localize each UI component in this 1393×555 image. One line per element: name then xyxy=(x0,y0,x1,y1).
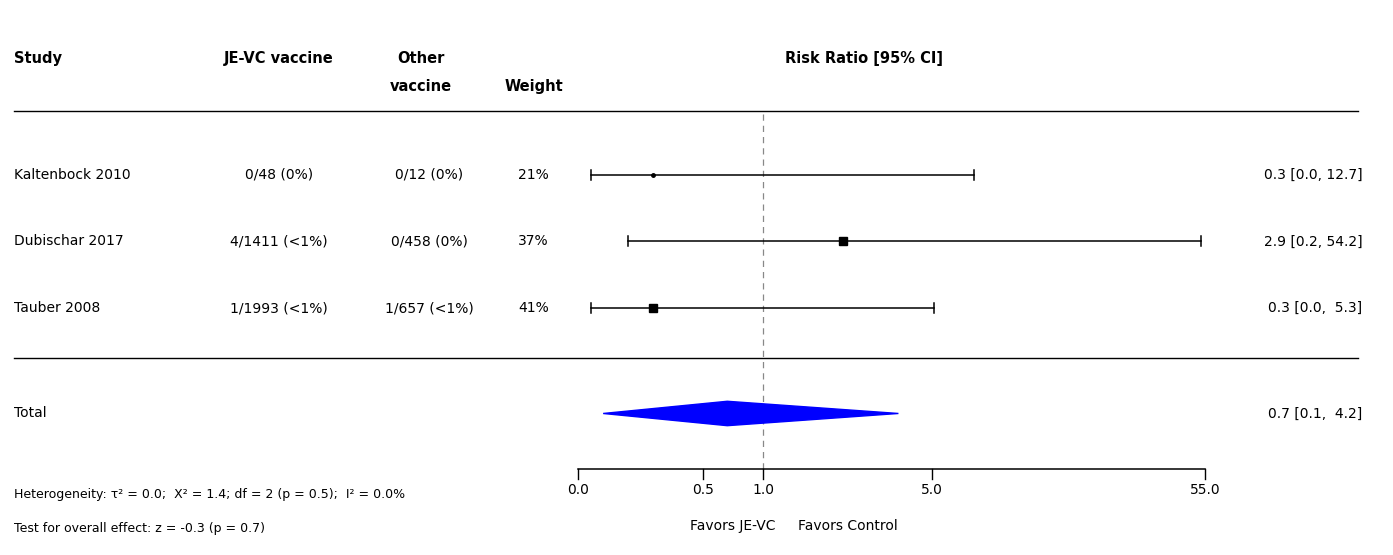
Text: Other: Other xyxy=(397,51,444,66)
Text: 0/458 (0%): 0/458 (0%) xyxy=(390,234,468,249)
Text: Dubischar 2017: Dubischar 2017 xyxy=(14,234,124,249)
Text: JE-VC vaccine: JE-VC vaccine xyxy=(224,51,333,66)
Text: Favors JE-VC: Favors JE-VC xyxy=(691,519,776,533)
Text: 0/48 (0%): 0/48 (0%) xyxy=(245,168,312,182)
Text: 0.0: 0.0 xyxy=(567,483,589,497)
Text: 41%: 41% xyxy=(518,301,549,315)
Text: Kaltenbock 2010: Kaltenbock 2010 xyxy=(14,168,131,182)
Text: 0.3 [0.0, 12.7]: 0.3 [0.0, 12.7] xyxy=(1263,168,1362,182)
Text: Heterogeneity: τ² = 0.0;  X² = 1.4; df = 2 (p = 0.5);  I² = 0.0%: Heterogeneity: τ² = 0.0; X² = 1.4; df = … xyxy=(14,488,405,501)
Text: 5.0: 5.0 xyxy=(921,483,943,497)
Text: Favors Control: Favors Control xyxy=(798,519,897,533)
Text: Weight: Weight xyxy=(504,78,563,94)
Text: Study: Study xyxy=(14,51,61,66)
Text: Risk Ratio [95% CI]: Risk Ratio [95% CI] xyxy=(784,51,943,66)
Text: 0/12 (0%): 0/12 (0%) xyxy=(396,168,462,182)
Text: vaccine: vaccine xyxy=(390,78,451,94)
Text: 1/1993 (<1%): 1/1993 (<1%) xyxy=(230,301,327,315)
Text: 21%: 21% xyxy=(518,168,549,182)
Text: 0.3 [0.0,  5.3]: 0.3 [0.0, 5.3] xyxy=(1268,301,1362,315)
Text: 0.7 [0.1,  4.2]: 0.7 [0.1, 4.2] xyxy=(1268,406,1362,421)
Text: 4/1411 (<1%): 4/1411 (<1%) xyxy=(230,234,327,249)
Text: Tauber 2008: Tauber 2008 xyxy=(14,301,100,315)
Text: 37%: 37% xyxy=(518,234,549,249)
Text: Total: Total xyxy=(14,406,46,421)
Text: 55.0: 55.0 xyxy=(1190,483,1220,497)
Polygon shape xyxy=(603,401,898,426)
Text: 1/657 (<1%): 1/657 (<1%) xyxy=(384,301,474,315)
Text: 0.5: 0.5 xyxy=(692,483,715,497)
Text: 2.9 [0.2, 54.2]: 2.9 [0.2, 54.2] xyxy=(1263,234,1362,249)
Text: 1.0: 1.0 xyxy=(752,483,775,497)
Text: Test for overall effect: z = -0.3 (p = 0.7): Test for overall effect: z = -0.3 (p = 0… xyxy=(14,522,265,534)
